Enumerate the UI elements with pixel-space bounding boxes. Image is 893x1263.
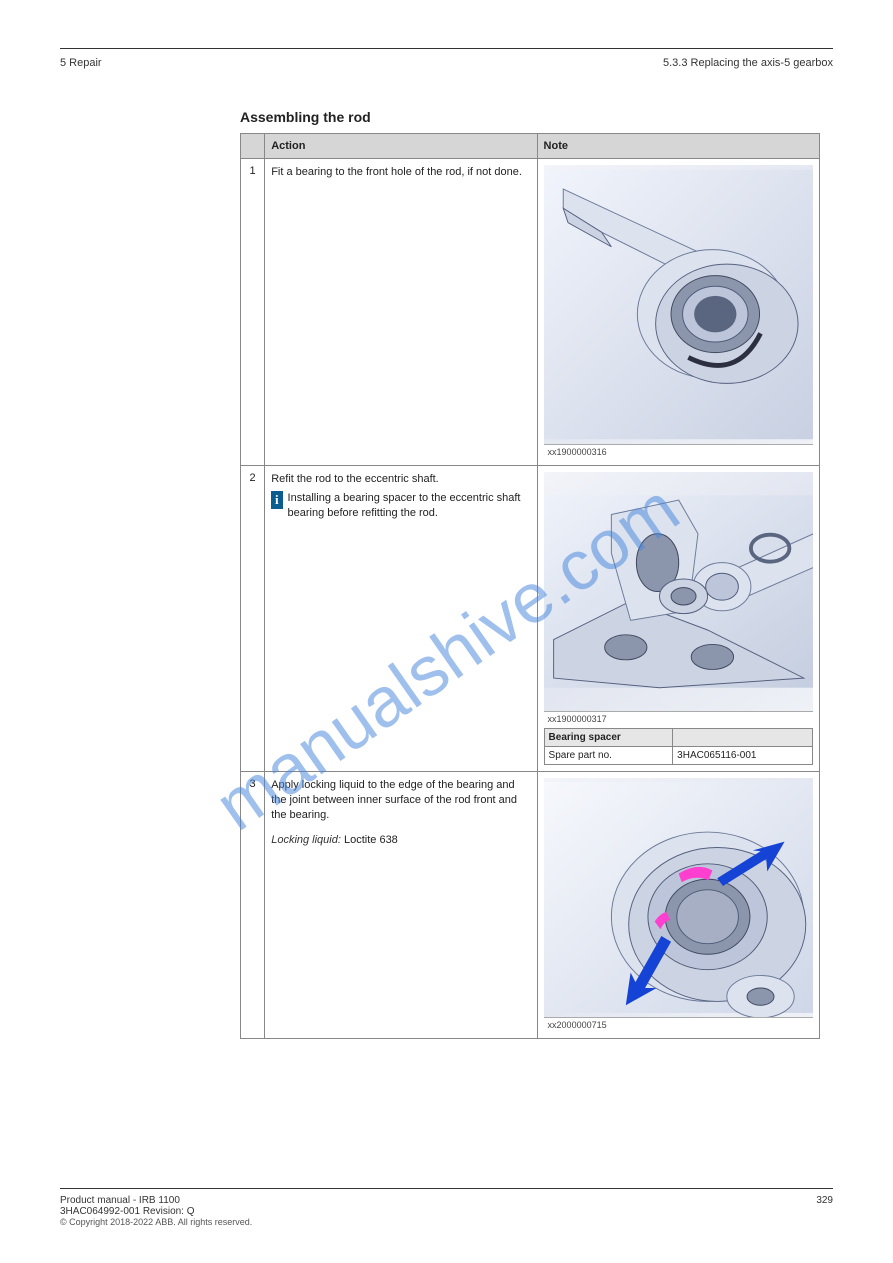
figure xyxy=(544,778,813,1018)
instruction-table-wrap: Action Note 1 Fit a bearing to the front… xyxy=(240,133,820,1039)
col-action: Action xyxy=(265,134,537,159)
spare-row-right: 3HAC065116-001 xyxy=(673,747,813,765)
table-header-row: Action Note xyxy=(241,134,820,159)
figure-caption: xx2000000715 xyxy=(544,1018,813,1032)
step-number: 3 xyxy=(241,772,265,1039)
spare-head-right xyxy=(673,729,813,747)
spare-part-table: Bearing spacer Spare part no. 3HAC065116… xyxy=(544,728,813,765)
action-text: Apply locking liquid to the edge of the … xyxy=(271,778,530,823)
liquid-line: Locking liquid: Loctite 638 xyxy=(271,833,530,848)
action-cell: Fit a bearing to the front hole of the r… xyxy=(265,159,537,466)
col-step xyxy=(241,134,265,159)
action-cell: Refit the rod to the eccentric shaft. i … xyxy=(265,466,537,772)
subheading: Assembling the rod xyxy=(240,109,833,125)
note-cell: xx2000000715 xyxy=(537,772,819,1039)
header-line: 5 Repair 5.3.3 Replacing the axis-5 gear… xyxy=(60,57,833,69)
footer-title: Product manual - IRB 1100 xyxy=(60,1195,180,1206)
action-cell: Apply locking liquid to the edge of the … xyxy=(265,772,537,1039)
table-row: 3 Apply locking liquid to the edge of th… xyxy=(241,772,820,1039)
section-title: 5.3.3 Replacing the axis-5 gearbox xyxy=(663,57,833,69)
footer-page: 329 xyxy=(816,1195,833,1227)
step-number: 1 xyxy=(241,159,265,466)
tip-icon: i xyxy=(271,491,282,509)
figure-caption: xx1900000317 xyxy=(544,712,813,726)
figure xyxy=(544,472,813,712)
instruction-table: Action Note 1 Fit a bearing to the front… xyxy=(240,133,820,1039)
spare-head-left: Bearing spacer xyxy=(544,729,673,747)
col-note: Note xyxy=(537,134,819,159)
figure xyxy=(544,165,813,445)
action-text: Fit a bearing to the front hole of the r… xyxy=(271,166,522,178)
figure-caption: xx1900000316 xyxy=(544,445,813,459)
tip-block: i Installing a bearing spacer to the ecc… xyxy=(271,487,530,521)
footer: Product manual - IRB 1100 3HAC064992-001… xyxy=(60,1188,833,1227)
tip-text: Installing a bearing spacer to the eccen… xyxy=(288,491,531,521)
liquid-value: Loctite 638 xyxy=(344,834,398,846)
table-row: 1 Fit a bearing to the front hole of the… xyxy=(241,159,820,466)
liquid-label: Locking liquid: xyxy=(271,834,341,846)
note-cell: xx1900000317 Bearing spacer Spare part n… xyxy=(537,466,819,772)
section-number: 5 Repair xyxy=(60,57,102,69)
step-number: 2 xyxy=(241,466,265,772)
spare-row-left: Spare part no. xyxy=(544,747,673,765)
footer-rev: 3HAC064992-001 Revision: Q xyxy=(60,1206,195,1217)
header-rule xyxy=(60,48,833,49)
table-row: 2 Refit the rod to the eccentric shaft. … xyxy=(241,466,820,772)
note-cell: xx1900000316 xyxy=(537,159,819,466)
footer-left: Product manual - IRB 1100 3HAC064992-001… xyxy=(60,1195,252,1227)
footer-copyright: © Copyright 2018-2022 ABB. All rights re… xyxy=(60,1217,252,1227)
action-text: Refit the rod to the eccentric shaft. xyxy=(271,472,530,487)
